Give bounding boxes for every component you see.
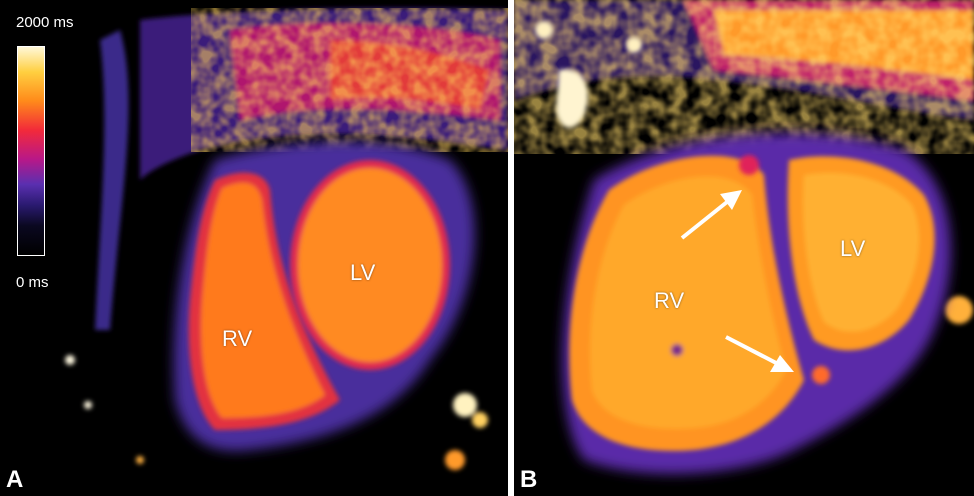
rv-label: RV bbox=[654, 288, 685, 313]
rv-label: RV bbox=[222, 326, 253, 351]
lv-label: LV bbox=[350, 260, 376, 285]
arrow-lower bbox=[725, 335, 794, 372]
scale-max-label: 2000 ms bbox=[16, 14, 74, 31]
rv-blood-pool bbox=[188, 172, 340, 430]
bright-specks bbox=[535, 21, 973, 324]
scale-min-label: 0 ms bbox=[16, 274, 49, 291]
lv-blood-pool bbox=[787, 156, 935, 351]
arrow-upper bbox=[680, 190, 742, 240]
bright-specks bbox=[65, 355, 488, 470]
insertion-point-enhancement bbox=[739, 155, 830, 384]
panel-a: 2000 ms 0 ms RV LV A bbox=[0, 0, 508, 496]
rv-blood-pool bbox=[569, 155, 804, 451]
panel-letter-a: A bbox=[6, 466, 24, 493]
color-scale-bar bbox=[17, 46, 45, 256]
panel-a-image bbox=[65, 8, 508, 470]
panel-letter-b: B bbox=[520, 466, 538, 493]
panel-b-image bbox=[514, 0, 974, 474]
panel-b: RV LV B bbox=[514, 0, 974, 496]
lv-blood-pool bbox=[290, 160, 450, 370]
lv-label: LV bbox=[840, 236, 866, 261]
